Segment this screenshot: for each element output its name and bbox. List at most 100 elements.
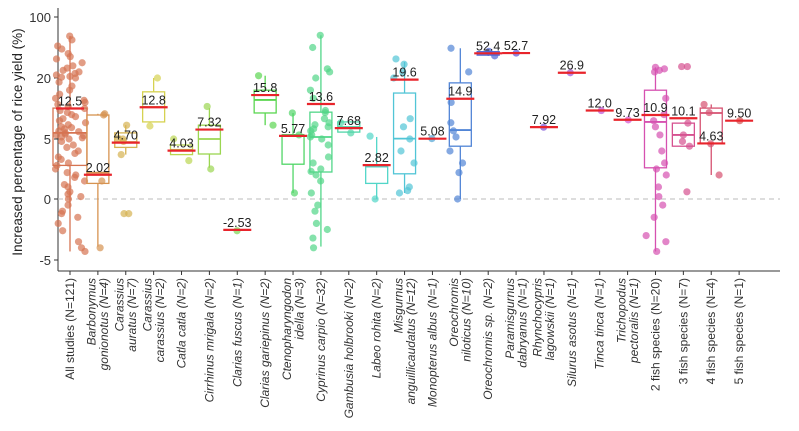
group-21: 10.9 (641, 63, 670, 256)
group-12: 19.6 (390, 55, 419, 197)
data-point (656, 131, 664, 139)
data-point (309, 94, 317, 102)
data-point (288, 109, 296, 117)
x-axis-labels: All studies (N=121) Barbonymusgonionotus … (63, 271, 746, 418)
mean-label: 2.02 (86, 161, 110, 175)
x-tick-label: Silurus asotus (N=1) (565, 278, 579, 387)
data-point (324, 141, 332, 149)
data-point (51, 165, 60, 173)
x-tick-label: idella (N=3) (292, 278, 306, 340)
mean-label: 12.0 (588, 97, 612, 111)
data-point (447, 98, 455, 106)
data-point (74, 213, 82, 221)
data-point (57, 155, 65, 163)
data-point (64, 159, 73, 167)
data-point (57, 210, 66, 218)
y-tick-label: 0 (44, 192, 51, 207)
group-4: 4.03 (167, 135, 196, 165)
data-point (454, 195, 462, 203)
data-point (406, 135, 414, 143)
group-7: 15.8 (251, 72, 280, 129)
data-point (307, 189, 315, 197)
x-tick-label: 2 fish species (N=20) (648, 278, 662, 391)
data-point (321, 108, 329, 117)
x-tick-label: All studies (N=121) (63, 278, 77, 380)
mean-label: 9.73 (615, 106, 639, 120)
x-tick-label: Paramisgurnus (503, 278, 517, 359)
data-point (397, 147, 405, 155)
data-point (59, 227, 67, 235)
data-point (52, 94, 60, 102)
group-11: 2.82 (362, 132, 391, 203)
x-tick-label: Barbonymus (85, 278, 99, 345)
data-point (81, 98, 89, 106)
data-point (324, 123, 332, 131)
data-point (66, 72, 74, 81)
x-tick-label: lagowskii (N=1) (543, 278, 557, 360)
x-tick-label: auratus (N=7) (125, 278, 139, 352)
data-point (465, 68, 473, 76)
x-tick-label: 4 fish species (N=4) (704, 278, 718, 384)
data-point (655, 193, 663, 201)
data-point (678, 62, 686, 71)
mean-label: 14.9 (448, 85, 472, 99)
data-point (318, 135, 326, 143)
group-17: 7.92 (529, 113, 558, 131)
data-point (65, 135, 73, 143)
x-tick-label: gonionotus (N=4) (97, 278, 111, 370)
x-tick-label: 5 fish species (N=1) (732, 278, 746, 384)
data-point (399, 68, 407, 76)
data-point (399, 123, 408, 131)
x-tick-label: dabryanus (N=1) (515, 278, 529, 368)
data-point (312, 74, 320, 82)
x-tick-label: carassius (N=2) (153, 278, 167, 362)
data-point (642, 232, 650, 240)
data-point (309, 234, 317, 242)
group-20: 9.73 (613, 106, 642, 124)
x-tick-label: Trichopodus (614, 278, 628, 343)
data-point (312, 171, 320, 179)
x-tick-label: 3 fish species (N=7) (676, 278, 690, 384)
mean-label: 7.68 (337, 114, 361, 128)
data-point (366, 132, 374, 140)
data-point (452, 133, 460, 141)
data-point (683, 188, 691, 196)
data-point (449, 127, 458, 135)
data-point (311, 207, 319, 215)
data-point (684, 119, 692, 127)
data-point (447, 119, 455, 127)
data-point (71, 74, 80, 82)
data-point (207, 165, 215, 173)
data-point (66, 53, 74, 61)
box (253, 89, 277, 114)
data-point (659, 201, 667, 209)
x-tick-label: Gambusia holbrooki (N=2) (342, 278, 356, 418)
data-point (57, 137, 66, 145)
data-point (700, 100, 708, 109)
box (392, 92, 417, 175)
group-18: 26.9 (557, 59, 586, 77)
y-tick-label: 20 (37, 71, 51, 86)
data-point (447, 44, 455, 52)
group-14: 14.9 (446, 44, 475, 203)
mean-label: 5.77 (281, 122, 305, 136)
data-point (678, 137, 687, 145)
data-point (400, 60, 408, 68)
y-tick-label: -5 (39, 253, 51, 268)
x-tick-label: Labeo rohita (N=2) (370, 278, 384, 378)
mean-label: 4.03 (169, 137, 193, 151)
data-point (312, 219, 321, 227)
x-tick-label: niloticus (N=10) (460, 278, 474, 362)
x-tick-label: Tinca tinca (N=1) (593, 278, 607, 370)
group-24: 9.50 (725, 107, 754, 125)
data-point (371, 195, 379, 203)
data-point (307, 167, 315, 175)
data-point (446, 147, 454, 155)
data-point (347, 129, 355, 137)
mean-label: 2.82 (365, 151, 389, 165)
group-10: 7.68 (334, 114, 363, 137)
data-point (254, 72, 263, 80)
data-point (71, 149, 79, 157)
x-tick-label: Cyprinus carpio (N=32) (314, 278, 328, 402)
